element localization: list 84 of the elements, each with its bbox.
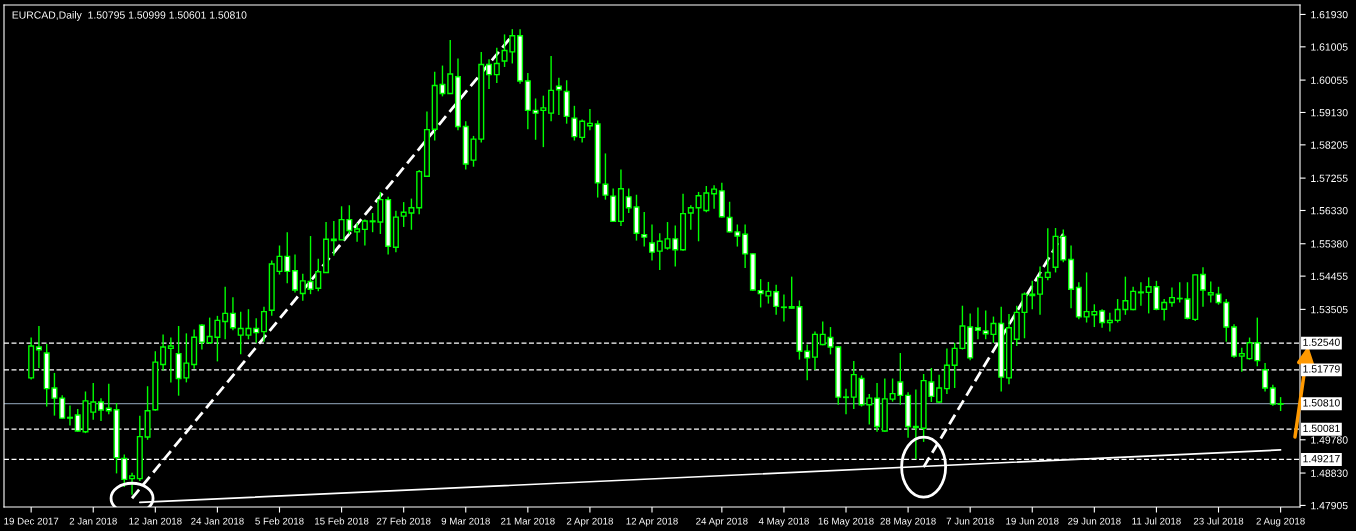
candlestick xyxy=(548,55,555,122)
candlestick xyxy=(943,347,950,395)
x-tick-label: 9 Mar 2018 xyxy=(441,517,490,525)
candlestick xyxy=(1269,384,1276,407)
x-tick-label: 2 Apr 2018 xyxy=(566,517,614,527)
y-tick-label: 1.56330 xyxy=(1311,206,1348,215)
candlestick xyxy=(742,223,749,269)
x-tick-label: 5 Feb 2018 xyxy=(255,517,304,525)
y-tick-label: 1.57255 xyxy=(1311,174,1348,182)
candlestick xyxy=(1168,286,1175,308)
candlestick xyxy=(167,336,174,384)
candlestick xyxy=(648,223,656,262)
candlestick xyxy=(1106,312,1113,333)
candlestick xyxy=(602,152,609,201)
x-tick-label: 28 May 2018 xyxy=(880,517,936,527)
candlestick xyxy=(222,286,229,341)
candlestick xyxy=(260,306,267,343)
candlestick xyxy=(1161,298,1168,322)
text: EURCAD,Daily 1.50795 1.50999 1.50601 1.50810 xyxy=(12,11,247,21)
x-tick-label: 15 Feb 2018 xyxy=(315,517,369,525)
x-tick-label: 24 Jan 2018 xyxy=(191,517,244,525)
candlestick xyxy=(229,296,236,331)
candlestick xyxy=(811,330,818,371)
candlestick xyxy=(579,118,586,144)
x-tick-label: 23 Jul 2018 xyxy=(1193,517,1244,525)
candlestick xyxy=(59,394,66,420)
candlestick xyxy=(66,404,73,427)
candlestick xyxy=(842,387,850,415)
y-tick-label: 1.59130 xyxy=(1311,108,1348,117)
y-tick-label: 1.48830 xyxy=(1311,469,1348,477)
candlestick xyxy=(773,284,780,316)
ref-line-label: 1.49217 xyxy=(1303,454,1340,463)
candlestick xyxy=(936,373,943,404)
candlestick xyxy=(1238,347,1245,373)
candlestick xyxy=(912,388,919,460)
candlestick xyxy=(97,397,105,422)
candlestick xyxy=(291,253,299,294)
ref-line-label: 1.52540 xyxy=(1303,338,1340,346)
candlestick xyxy=(486,58,493,90)
candlestick xyxy=(1099,308,1106,329)
ref-line-label: 1.50081 xyxy=(1303,424,1340,433)
candlestick xyxy=(361,218,368,247)
x-tick-label: 27 Feb 2018 xyxy=(376,517,431,525)
y-tick-label: 1.60055 xyxy=(1311,76,1348,84)
ref-line-label: 1.50810 xyxy=(1303,399,1340,407)
ref-line-label: 1.51779 xyxy=(1303,365,1340,373)
y-tick-label: 1.55380 xyxy=(1311,240,1348,248)
x-tick-label: 4 May 2018 xyxy=(758,517,809,527)
x-tick-label: 2 Aug 2018 xyxy=(1256,517,1305,527)
candlestick xyxy=(571,105,578,142)
x-tick-label: 29 Jun 2018 xyxy=(1068,517,1121,525)
candlestick xyxy=(493,47,500,84)
y-tick-label: 1.54455 xyxy=(1311,272,1348,281)
y-tick-label: 1.49780 xyxy=(1311,436,1348,444)
candlestick xyxy=(1044,227,1051,281)
x-tick-label: 7 Jun 2018 xyxy=(946,517,994,525)
candlestick xyxy=(253,317,260,344)
candlestick xyxy=(1037,265,1044,316)
candlestick xyxy=(447,39,454,95)
y-tick-label: 1.47905 xyxy=(1311,501,1348,510)
x-tick-label: 12 Apr 2018 xyxy=(626,517,678,527)
candlestick xyxy=(1199,266,1207,308)
y-tick-label: 1.58205 xyxy=(1311,141,1348,149)
candlestick xyxy=(780,293,787,323)
y-tick-label: 1.61005 xyxy=(1311,43,1348,51)
candlestick xyxy=(160,333,167,372)
y-tick-label: 1.53505 xyxy=(1311,305,1348,314)
candlestick xyxy=(1137,281,1144,307)
candlestick xyxy=(299,273,306,302)
candlestick xyxy=(687,204,694,231)
candlestick xyxy=(354,222,361,243)
x-tick-label: 19 Jun 2018 xyxy=(1006,517,1059,525)
candlestick xyxy=(641,211,648,248)
x-tick-label: 21 Mar 2018 xyxy=(501,517,555,525)
candlestick xyxy=(850,360,857,410)
x-tick-label: 11 Jul 2018 xyxy=(1132,517,1181,525)
x-tick-label: 24 Apr 2018 xyxy=(696,517,748,527)
x-tick-label: 12 Jan 2018 xyxy=(129,517,182,525)
candlestick xyxy=(974,306,981,341)
x-tick-label: 19 Dec 2017 xyxy=(4,517,59,525)
candlestick xyxy=(711,184,718,210)
y-tick-label: 1.61930 xyxy=(1311,10,1348,19)
x-tick-label: 16 May 2018 xyxy=(818,517,874,527)
x-tick-label: 2 Jan 2018 xyxy=(69,517,117,525)
